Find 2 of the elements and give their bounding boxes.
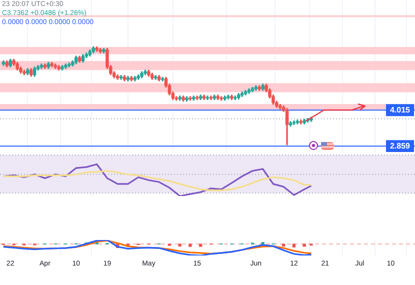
ref-line-label: 2.859	[390, 141, 411, 150]
ref-line-label: 4.015	[390, 105, 411, 114]
